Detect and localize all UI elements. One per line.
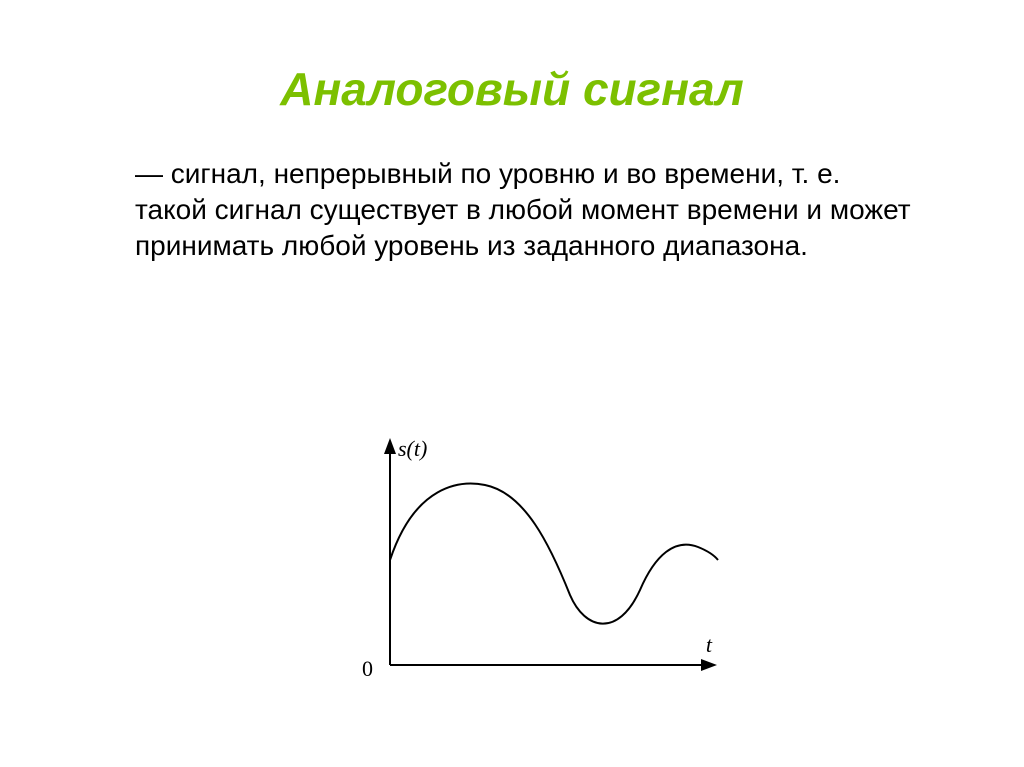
x-axis-label: t <box>706 632 712 658</box>
slide-body-text: — сигнал, непрерывный по уровню и во вре… <box>0 116 1024 263</box>
slide-title: Аналоговый сигнал <box>0 0 1024 116</box>
signal-chart-svg <box>320 430 720 710</box>
y-axis-arrow <box>384 438 396 454</box>
origin-label: 0 <box>362 656 373 682</box>
signal-curve <box>390 484 718 624</box>
signal-chart: s(t) t 0 <box>320 430 720 710</box>
slide: Аналоговый сигнал — сигнал, непрерывный … <box>0 0 1024 767</box>
y-axis-label: s(t) <box>398 436 427 462</box>
x-axis-arrow <box>701 659 717 671</box>
